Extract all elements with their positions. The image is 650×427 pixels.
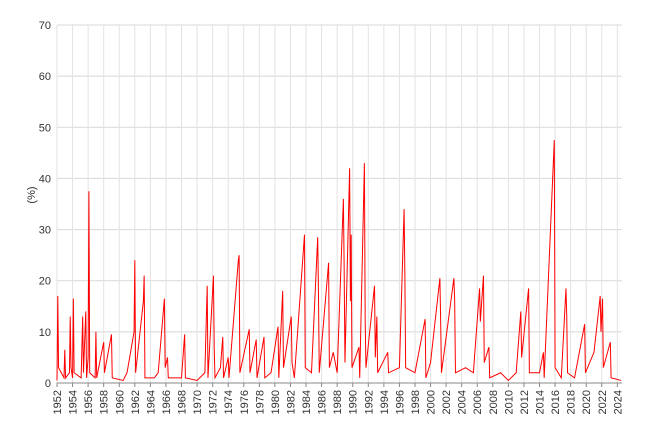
x-tick-label: 1956 — [83, 390, 95, 414]
x-tick-label: 1988 — [332, 390, 344, 414]
x-tick-label: 1966 — [161, 390, 173, 414]
x-tick-label: 2004 — [457, 390, 469, 414]
x-tick-label: 1980 — [270, 390, 282, 414]
x-tick-label: 2022 — [597, 390, 609, 414]
y-tick-label: 60 — [39, 71, 51, 83]
y-tick-label: 40 — [39, 173, 51, 185]
x-tick-label: 2000 — [426, 390, 438, 414]
y-tick-label: 70 — [39, 20, 51, 32]
x-tick-label: 1998 — [410, 390, 422, 414]
y-tick-label: 20 — [39, 276, 51, 288]
y-tick-label: 50 — [39, 122, 51, 134]
x-tick-label: 1992 — [363, 390, 375, 414]
x-tick-label: 1954 — [68, 390, 80, 414]
x-tick-label: 1990 — [348, 390, 360, 414]
x-tick-label: 2006 — [472, 390, 484, 414]
y-tick-label: 10 — [39, 327, 51, 339]
y-tick-label: 0 — [45, 378, 51, 390]
x-tick-label: 2008 — [488, 390, 500, 414]
x-tick-label: 2024 — [612, 390, 624, 414]
x-tick-label: 1958 — [99, 390, 111, 414]
data-line — [56, 140, 622, 382]
x-tick-label: 1996 — [394, 390, 406, 414]
x-tick-label: 1972 — [208, 390, 220, 414]
x-tick-label: 2016 — [550, 390, 562, 414]
x-tick-label: 1960 — [114, 390, 126, 414]
x-tick-label: 1968 — [177, 390, 189, 414]
x-tick-label: 1982 — [285, 390, 297, 414]
x-tick-label: 2012 — [519, 390, 531, 414]
x-tick-label: 1994 — [379, 390, 391, 414]
x-tick-label: 1976 — [239, 390, 251, 414]
x-tick-label: 1984 — [301, 390, 313, 414]
y-tick-label: 30 — [39, 225, 51, 237]
x-tick-label: 1986 — [317, 390, 329, 414]
x-tick-label: 1964 — [145, 390, 157, 414]
x-tick-label: 2010 — [503, 390, 515, 414]
x-tick-label: 1974 — [223, 390, 235, 414]
x-tick-label: 2018 — [566, 390, 578, 414]
x-tick-label: 1952 — [52, 390, 64, 414]
x-tick-label: 2002 — [441, 390, 453, 414]
x-tick-label: 2014 — [535, 390, 547, 414]
x-tick-label: 1962 — [130, 390, 142, 414]
x-tick-label: 1970 — [192, 390, 204, 414]
y-axis-label: (%) — [26, 186, 38, 203]
x-tick-label: 2020 — [581, 390, 593, 414]
x-tick-label: 1978 — [254, 390, 266, 414]
